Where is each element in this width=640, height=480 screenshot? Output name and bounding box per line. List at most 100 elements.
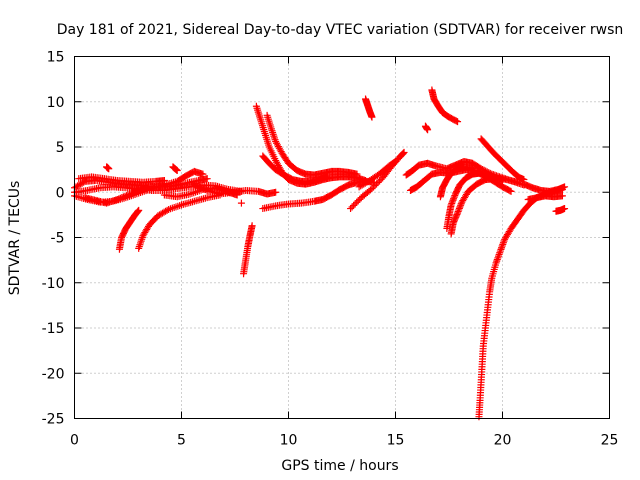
data-point [126,190,134,198]
data-point [376,177,384,185]
data-point [447,201,455,209]
series-arc-i [355,157,399,191]
data-point [453,210,461,218]
data-point [135,244,143,252]
data-point [449,196,457,204]
data-point [163,206,171,214]
series-spike-6 [477,135,528,184]
data-point [160,176,168,184]
data-point [498,244,506,252]
x-tick-label: 15 [387,433,405,449]
data-point [392,157,399,165]
data-point [391,158,399,166]
series-isolated-1 [103,163,113,173]
data-point [113,195,121,203]
data-point [121,192,129,200]
data-point [506,187,514,195]
data-point [248,222,256,230]
data-point [350,201,358,209]
data-point [561,205,569,213]
data-point [272,188,280,196]
data-point [127,190,135,198]
data-point [354,197,362,205]
y-tick-label: 0 [56,185,65,201]
x-axis-label: GPS time / hours [281,458,398,474]
data-point [496,247,504,255]
x-tick-label: 20 [494,433,512,449]
data-point [348,203,356,211]
data-point [493,255,501,263]
data-point [129,189,137,197]
series-isolated-3 [237,199,245,207]
data-point [136,241,144,249]
data-point [132,188,140,196]
y-tick-label: 10 [47,95,65,111]
series-isolated-2 [169,163,181,175]
series-dip-7 [475,186,566,421]
series-isolated-4 [421,122,432,134]
data-point [80,178,88,186]
data-point [495,250,503,258]
series-arc-e [81,184,151,207]
x-tick-label: 25 [601,433,619,449]
data-point [122,192,130,200]
data-point [135,243,143,251]
data-point [400,148,408,156]
plot-frame [74,56,610,419]
data-point [116,194,124,202]
data-point [513,178,521,186]
data-point [137,239,145,247]
data-point [452,117,460,125]
series-arc-l [520,180,569,195]
data-point [199,170,207,178]
data-point [469,165,477,173]
data-point [134,207,142,215]
data-point [500,237,508,245]
series-dip-2 [135,191,224,252]
y-axis-label: SDTVAR / TECUs [7,181,23,296]
series-isolated-5 [552,205,569,215]
data-point [493,257,501,265]
data-point [203,175,211,183]
data-point [499,176,506,184]
data-point [457,201,465,209]
data-point [173,167,181,175]
series-arc-d [75,173,168,186]
data-point [497,245,505,253]
data-point [492,259,500,267]
y-tick-label: -5 [51,231,65,247]
y-tick-label: -25 [42,412,65,428]
data-point [448,198,456,206]
grid-lines [74,56,610,419]
data-point [119,193,127,201]
data-point [351,200,359,208]
data-point [115,195,123,203]
x-tick-label: 5 [177,433,186,449]
data-point [498,242,506,250]
data-point [399,149,407,157]
data-point [371,182,379,190]
series-dip-6 [436,163,477,201]
series-dip-5 [447,175,506,238]
data-point [135,206,143,214]
data-point [507,187,515,195]
data-point [369,183,377,191]
data-point [455,204,463,212]
series-spike-3 [259,152,331,185]
data-point [124,191,132,199]
series-arc-m [524,192,566,203]
data-point [323,173,331,181]
y-tick-label: 15 [47,50,65,66]
data-point [494,254,502,262]
data-point [237,199,245,207]
data-point [374,178,382,186]
data-point [558,192,566,200]
series-plateau-1 [190,181,280,198]
y-tick-label: -10 [42,276,65,292]
series-spike-2 [263,111,361,179]
y-tick-labels: 15 10 5 0 -5 -10 -15 -20 -25 [42,50,65,428]
data-point [456,203,464,211]
data-point [105,165,113,173]
data-point [424,126,432,134]
